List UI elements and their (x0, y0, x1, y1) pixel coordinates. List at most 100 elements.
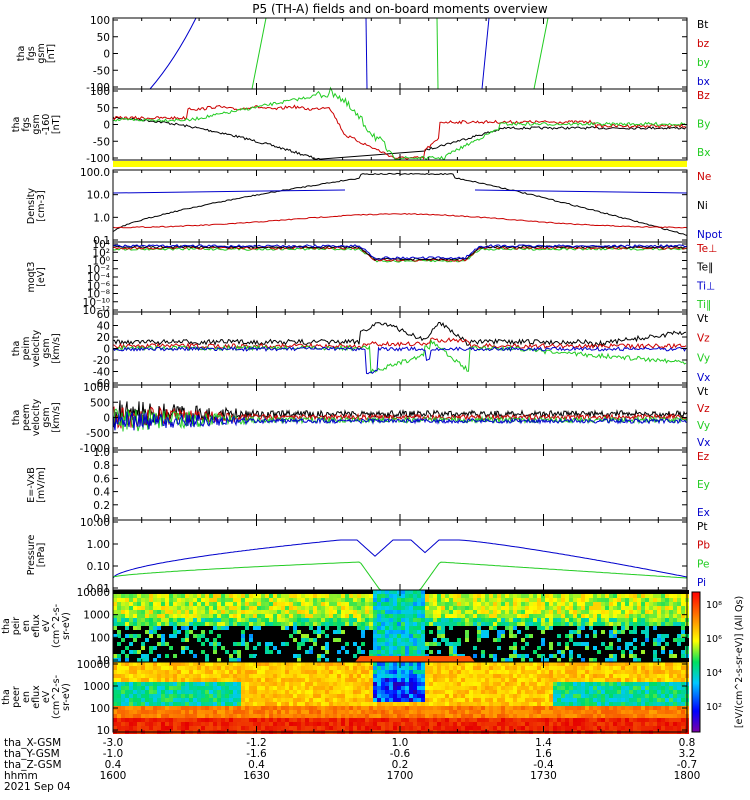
spectrogram-cell (473, 618, 477, 622)
spectrogram-cell (321, 694, 325, 698)
spectrogram-cell (573, 622, 577, 626)
spectrogram-cell (561, 662, 565, 666)
spectrogram-cell (501, 722, 505, 726)
spectrogram-cell (485, 622, 489, 626)
spectrogram-cell (161, 598, 165, 602)
spectrogram-cell (209, 710, 213, 714)
spectrogram-cell (273, 662, 277, 666)
spectrogram-cell (173, 722, 177, 726)
spectrogram-cell (673, 650, 677, 654)
spectrogram-cell (153, 710, 157, 714)
spectrogram-cell (605, 594, 609, 598)
spectrogram-cell (613, 670, 617, 674)
spectrogram-cell (217, 642, 221, 646)
spectrogram-cell (133, 590, 137, 594)
spectrogram-cell (185, 622, 189, 626)
spectrogram-cell (493, 726, 497, 730)
spectrogram-cell (393, 610, 397, 614)
spectrogram-cell (365, 606, 369, 610)
spectrogram-cell (561, 674, 565, 678)
spectrogram-cell (137, 686, 141, 690)
spectrogram-cell (321, 690, 325, 694)
spectrogram-cell (265, 590, 269, 594)
spectrogram-cell (241, 702, 245, 706)
spectrogram-cell (445, 594, 449, 598)
spectrogram-cell (501, 650, 505, 654)
spectrogram-cell (329, 666, 333, 670)
spectrogram-cell (253, 690, 257, 694)
spectrogram-cell (353, 722, 357, 726)
spectrogram-cell (129, 610, 133, 614)
spectrogram-cell (205, 674, 209, 678)
spectrogram-cell (489, 710, 493, 714)
spectrogram-cell (577, 590, 581, 594)
spectrogram-cell (273, 626, 277, 630)
spectrogram-cell (497, 662, 501, 666)
spectrogram-cell (457, 674, 461, 678)
spectrogram-cell (425, 618, 429, 622)
spectrogram-cell (533, 646, 537, 650)
spectrogram-cell (545, 674, 549, 678)
spectrogram-cell (393, 722, 397, 726)
spectrogram-cell (149, 590, 153, 594)
spectrogram-cell (373, 682, 377, 686)
spectrogram-cell (329, 654, 333, 658)
spectrogram-cell (469, 726, 473, 730)
spectrogram-cell (253, 702, 257, 706)
spectrogram-cell (329, 662, 333, 666)
spectrogram-cell (285, 630, 289, 634)
spectrogram-cell (205, 650, 209, 654)
spectrogram-cell (561, 602, 565, 606)
spectrogram-cell (397, 634, 401, 638)
spectrogram-cell (525, 626, 529, 630)
spectrogram-cell (317, 622, 321, 626)
spectrogram-cell (177, 726, 181, 730)
spectrogram-cell (465, 718, 469, 722)
spectrogram-cell (309, 606, 313, 610)
spectrogram-cell (317, 670, 321, 674)
spectrogram-cell (521, 698, 525, 702)
spectrogram-cell (601, 670, 605, 674)
spectrogram-cell (377, 646, 381, 650)
spectrogram-cell (237, 714, 241, 718)
traces (112, 17, 688, 591)
spectrogram-cell (417, 602, 421, 606)
spectrogram-cell (313, 710, 317, 714)
spectrogram-cell (393, 642, 397, 646)
spectrogram-cell (601, 654, 605, 658)
spectrogram-cell (373, 706, 377, 710)
spectrogram-cell (665, 642, 669, 646)
spectrogram-cell (177, 610, 181, 614)
spectrogram-cell (137, 594, 141, 598)
spectrogram-cell (465, 682, 469, 686)
spectrogram-cell (653, 658, 657, 662)
spectrogram-cell (429, 642, 433, 646)
spectrogram-cell (541, 606, 545, 610)
spectrogram-cell (373, 714, 377, 718)
spectrogram-cell (609, 606, 613, 610)
spectrogram-cell (445, 634, 449, 638)
spectrogram-cell (177, 694, 181, 698)
spectrogram-cell (565, 686, 569, 690)
spectrogram-cell (617, 698, 621, 702)
spectrogram-cell (589, 614, 593, 618)
spectrogram-cell (173, 674, 177, 678)
spectrogram-cell (613, 618, 617, 622)
spectrogram-cell (597, 602, 601, 606)
spectrogram-cell (517, 650, 521, 654)
spectrogram-cell (449, 690, 453, 694)
spectrogram-cell (581, 706, 585, 710)
spectrogram-cell (361, 602, 365, 606)
spectrogram-cell (169, 630, 173, 634)
spectrogram-cell (309, 706, 313, 710)
spectrogram-cell (573, 630, 577, 634)
spectrogram-cell (545, 622, 549, 626)
spectrogram-cell (137, 670, 141, 674)
spectrogram-cell (181, 658, 185, 662)
spectrogram-cell (461, 642, 465, 646)
spectrogram-cell (149, 682, 153, 686)
spectrogram-cell (249, 710, 253, 714)
spectrogram-cell (145, 638, 149, 642)
spectrogram-cell (569, 630, 573, 634)
spectrogram-cell (129, 630, 133, 634)
